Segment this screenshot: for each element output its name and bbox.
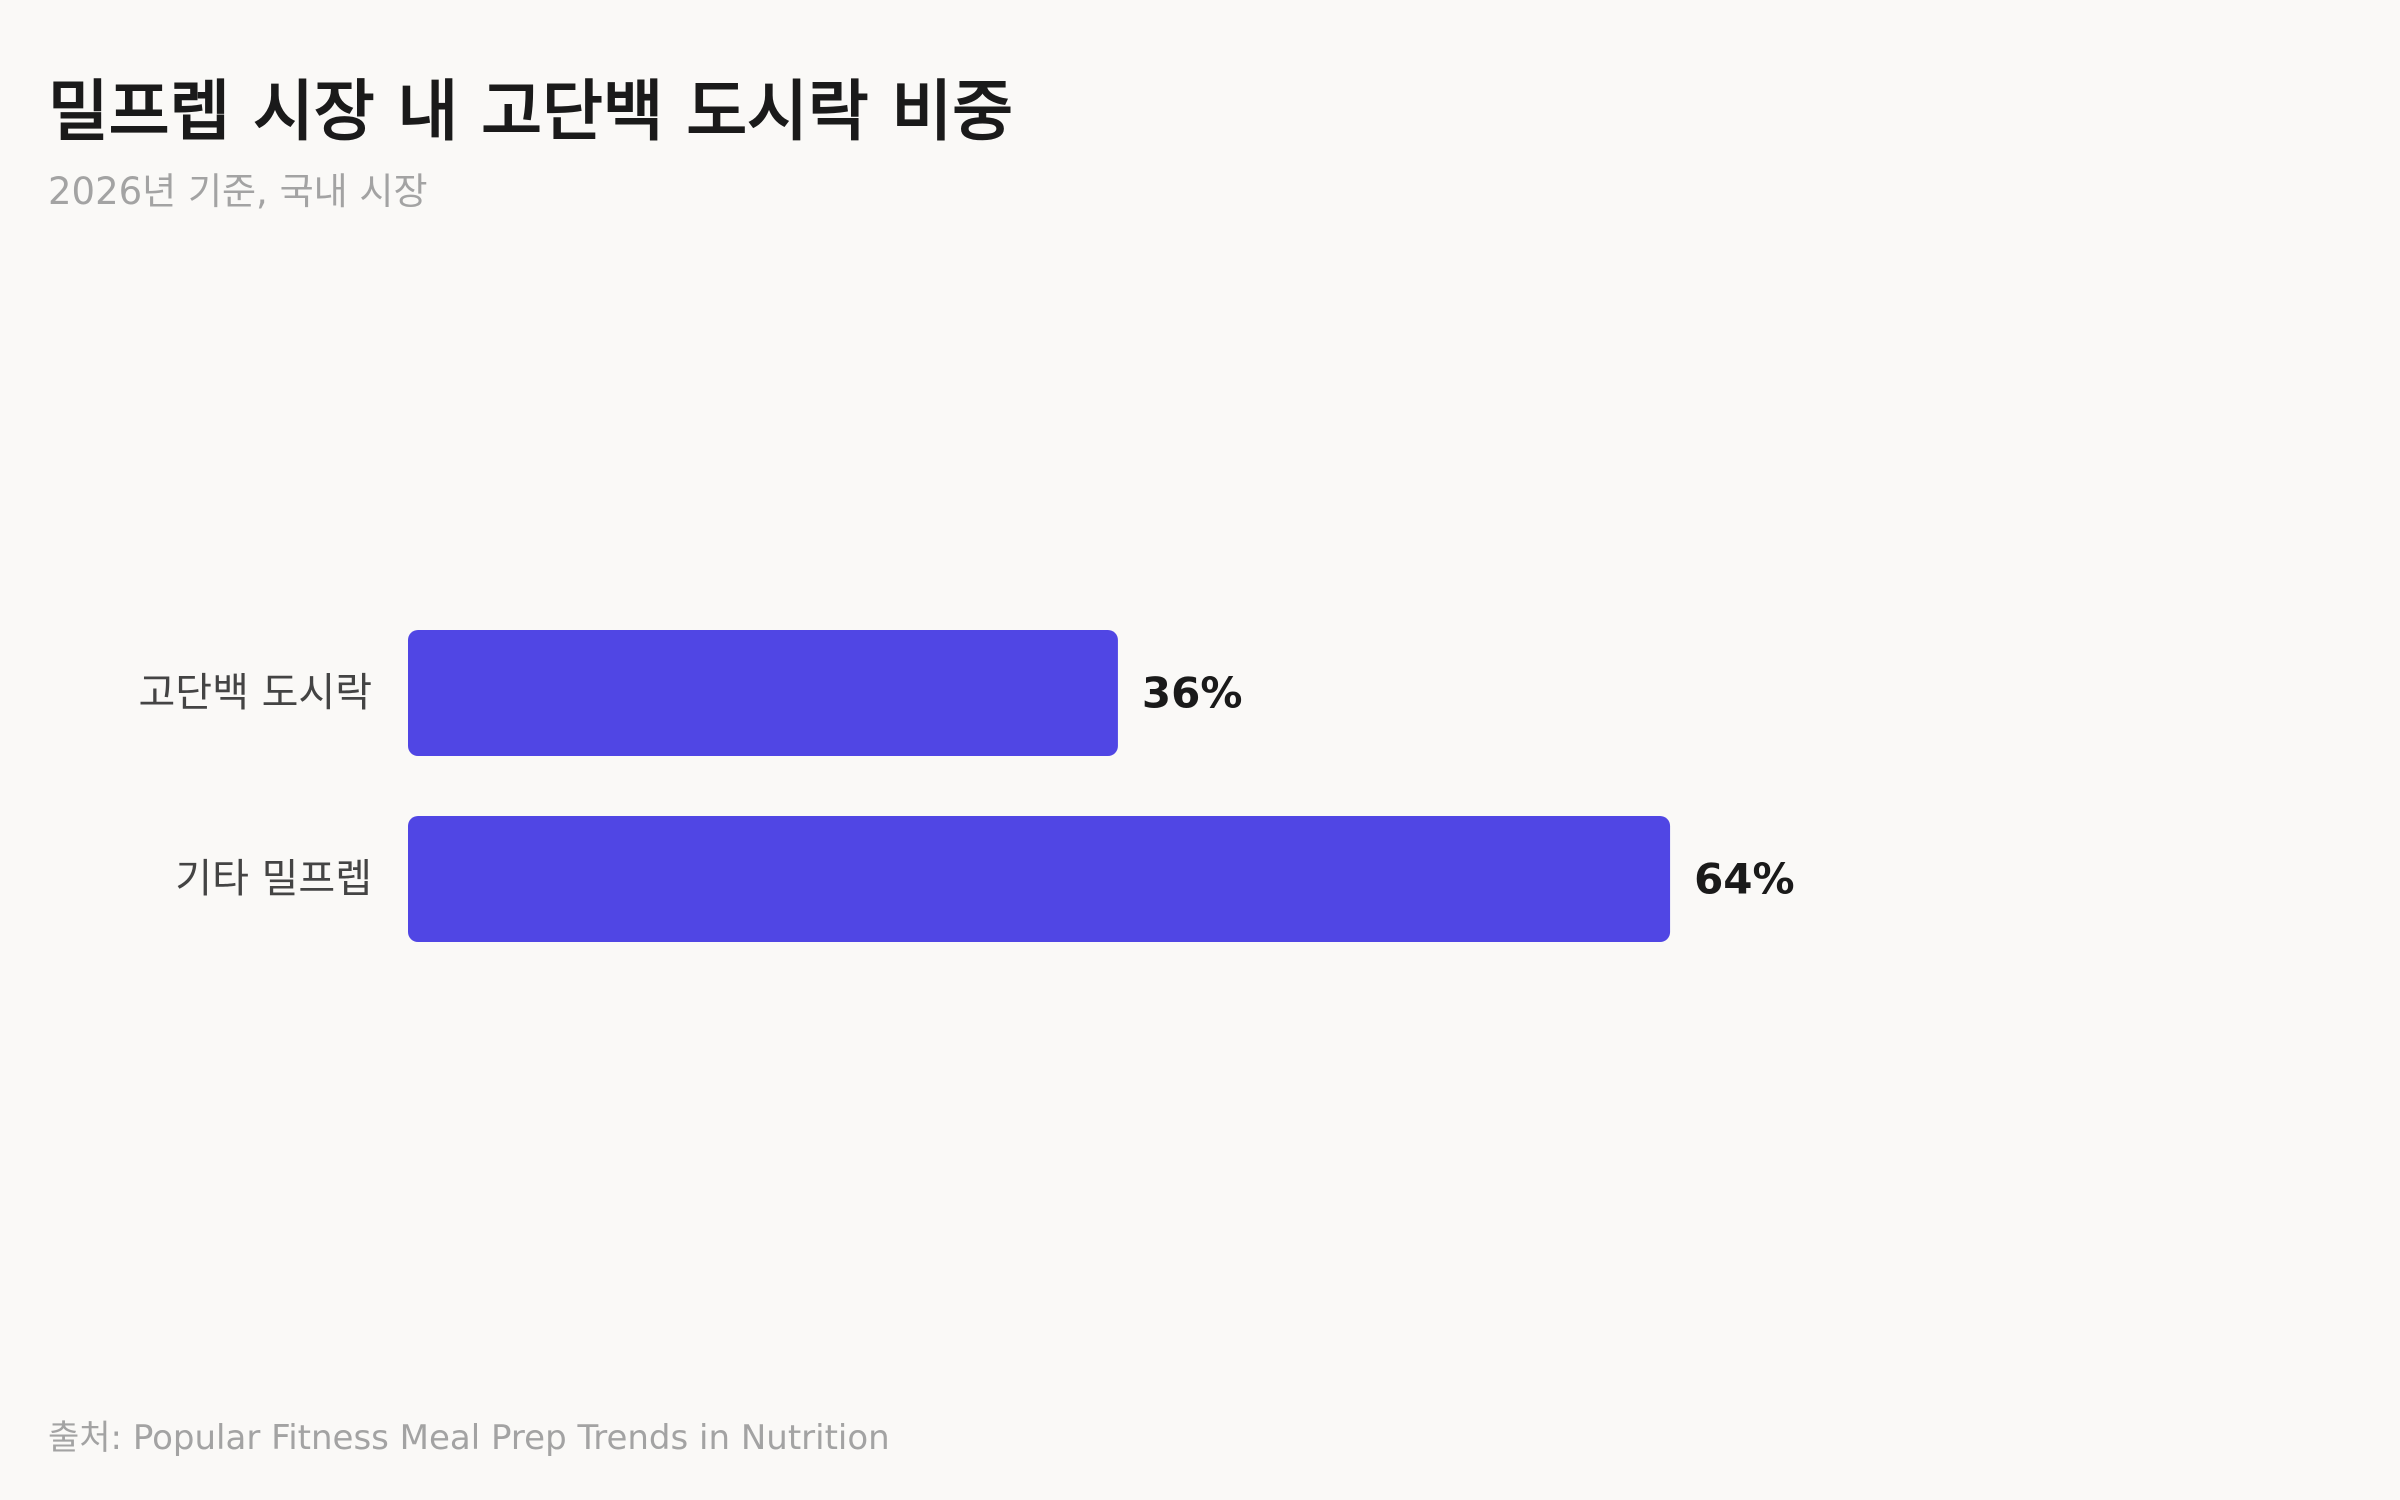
chart-title: 밀프렙 시장 내 고단백 도시락 비중 [48, 73, 1013, 150]
bar-0 [408, 630, 1118, 756]
data-label: 36% [1142, 669, 1243, 718]
chart-subtitle: 2026년 기준, 국내 시장 [48, 170, 428, 213]
chart-source: 출처: Popular Fitness Meal Prep Trends in … [48, 1418, 890, 1458]
bar-1 [408, 816, 1671, 942]
category-label: 기타 밀프렙 [175, 856, 372, 902]
category-label: 고단백 도시락 [138, 670, 372, 716]
data-label: 64% [1694, 855, 1795, 904]
